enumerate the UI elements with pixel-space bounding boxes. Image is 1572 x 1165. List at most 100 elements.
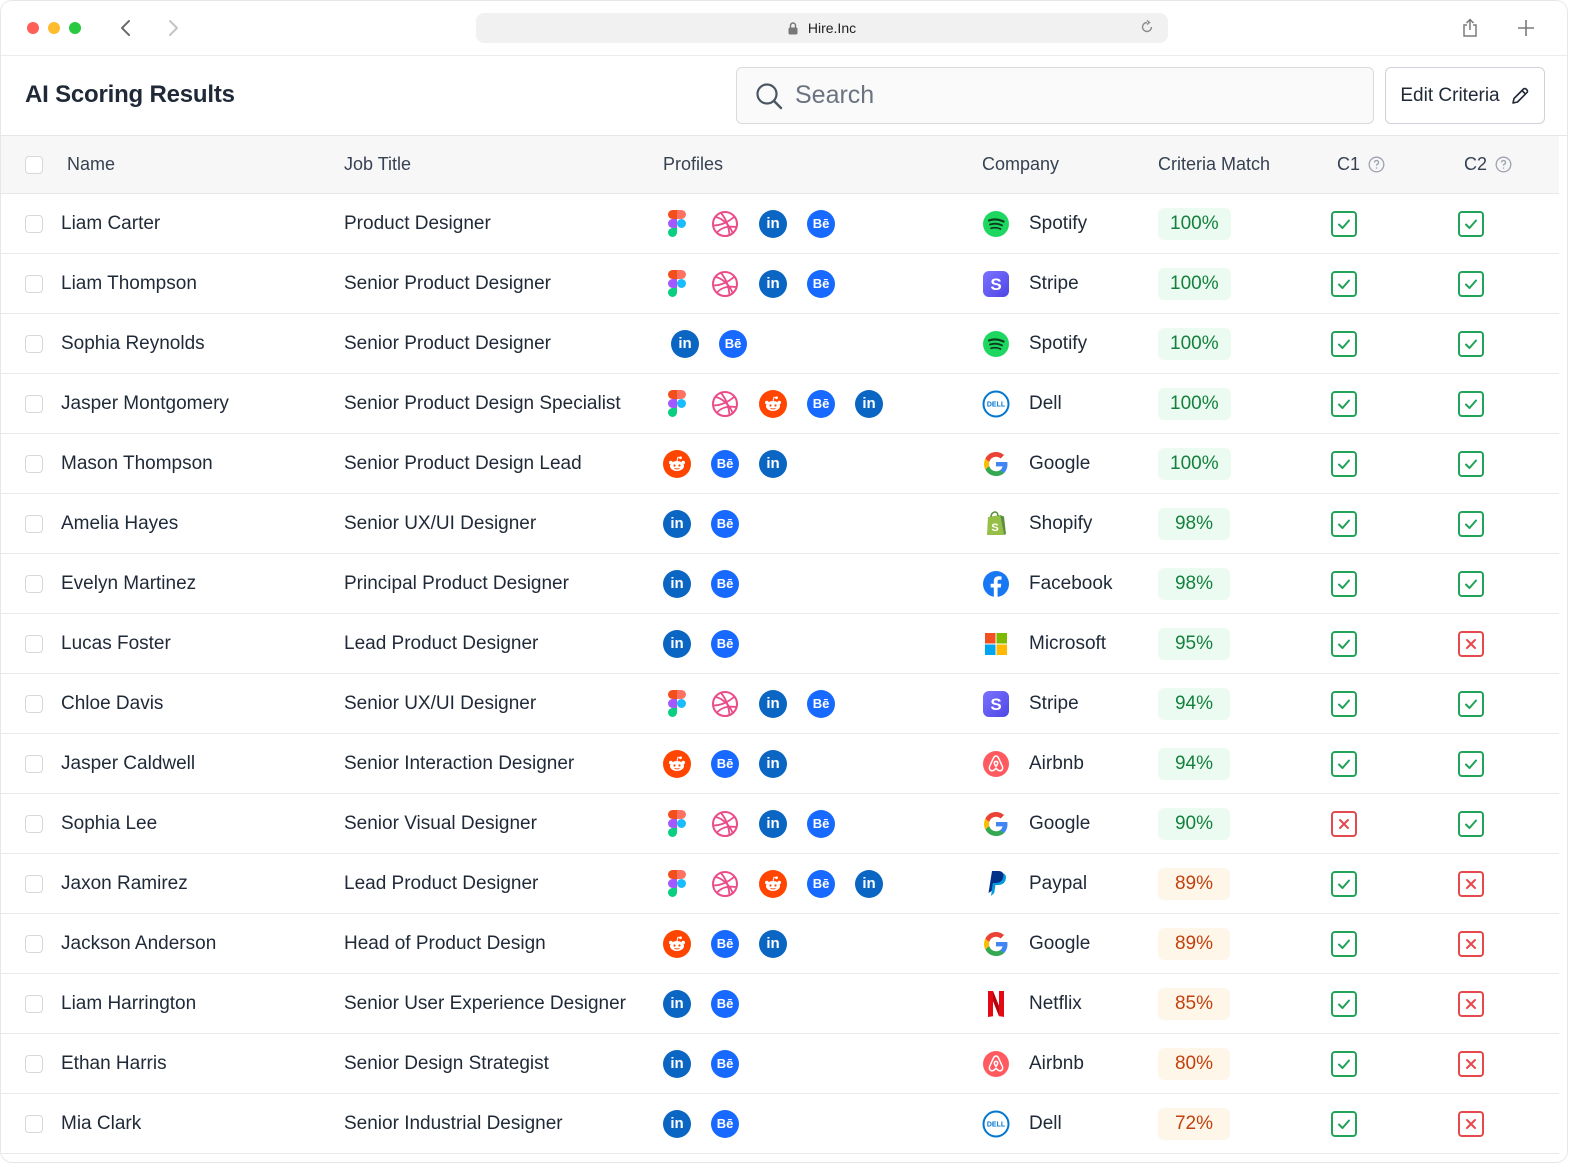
address-bar[interactable]: Hire.Inc	[476, 13, 1168, 43]
column-profiles[interactable]: Profiles	[663, 154, 724, 174]
help-icon[interactable]	[1368, 156, 1385, 173]
row-checkbox[interactable]	[25, 1054, 43, 1073]
reddit-profile-icon[interactable]	[759, 389, 787, 418]
linkedin-profile-icon[interactable]: in	[855, 869, 883, 898]
zoom-window-button[interactable]	[69, 22, 81, 34]
row-checkbox[interactable]	[25, 814, 43, 833]
behance-profile-icon[interactable]: Bē	[711, 449, 739, 478]
figma-profile-icon[interactable]	[663, 270, 691, 298]
back-button[interactable]	[113, 15, 139, 41]
linkedin-profile-icon[interactable]: in	[759, 809, 787, 838]
linkedin-profile-icon[interactable]: in	[759, 689, 787, 718]
table-row[interactable]: Evelyn Martinez Principal Product Design…	[1, 554, 1559, 614]
behance-profile-icon[interactable]: Bē	[711, 569, 739, 598]
reload-icon[interactable]	[1140, 19, 1154, 37]
behance-profile-icon[interactable]: Bē	[807, 809, 835, 838]
dribbble-profile-icon[interactable]	[711, 810, 739, 838]
row-checkbox[interactable]	[25, 214, 43, 233]
select-all-checkbox[interactable]	[25, 155, 43, 174]
behance-profile-icon[interactable]: Bē	[711, 749, 739, 778]
search-box[interactable]	[736, 67, 1374, 124]
behance-profile-icon[interactable]: Bē	[711, 1049, 739, 1078]
behance-profile-icon[interactable]: Bē	[807, 389, 835, 418]
column-criteria-match[interactable]: Criteria Match	[1158, 154, 1271, 174]
behance-profile-icon[interactable]: Bē	[711, 929, 739, 958]
row-checkbox[interactable]	[25, 514, 43, 533]
row-checkbox[interactable]	[25, 1114, 43, 1133]
linkedin-profile-icon[interactable]: in	[663, 989, 691, 1018]
table-row[interactable]: Jasper Montgomery Senior Product Design …	[1, 374, 1559, 434]
candidate-name[interactable]: Jaxon Ramirez	[61, 872, 188, 894]
table-row[interactable]: Mason Thompson Senior Product Design Lea…	[1, 434, 1559, 494]
behance-profile-icon[interactable]: Bē	[711, 629, 739, 658]
table-row[interactable]: Mia Clark Senior Industrial Designer in B…	[1, 1094, 1559, 1154]
forward-button[interactable]	[160, 15, 186, 41]
candidate-name[interactable]: Liam Carter	[61, 212, 161, 234]
figma-profile-icon[interactable]	[663, 810, 691, 838]
new-tab-button[interactable]	[1513, 15, 1539, 41]
row-checkbox[interactable]	[25, 634, 43, 653]
reddit-profile-icon[interactable]	[663, 929, 691, 958]
edit-criteria-button[interactable]: Edit Criteria	[1385, 67, 1545, 124]
table-row[interactable]: Jaxon Ramirez Lead Product Designer Bē in…	[1, 854, 1559, 914]
row-checkbox[interactable]	[25, 394, 43, 413]
reddit-profile-icon[interactable]	[759, 869, 787, 898]
candidate-name[interactable]: Jasper Montgomery	[61, 392, 229, 414]
row-checkbox[interactable]	[25, 334, 43, 353]
row-checkbox[interactable]	[25, 574, 43, 593]
behance-profile-icon[interactable]: Bē	[807, 869, 835, 898]
candidate-name[interactable]: Mia Clark	[61, 1112, 142, 1134]
behance-profile-icon[interactable]: Bē	[711, 1109, 739, 1138]
behance-profile-icon[interactable]: Bē	[807, 209, 835, 238]
row-checkbox[interactable]	[25, 754, 43, 773]
candidate-name[interactable]: Mason Thompson	[61, 452, 213, 474]
table-row[interactable]: Jasper Caldwell Senior Interaction Desig…	[1, 734, 1559, 794]
column-c1[interactable]: C1	[1337, 136, 1385, 193]
row-checkbox[interactable]	[25, 934, 43, 953]
linkedin-profile-icon[interactable]: in	[663, 1109, 691, 1138]
candidate-name[interactable]: Sophia Lee	[61, 812, 158, 834]
table-row[interactable]: Liam Harrington Senior User Experience D…	[1, 974, 1559, 1034]
table-row[interactable]: Liam Carter Product Designer in Bē Spotif…	[1, 194, 1559, 254]
linkedin-profile-icon[interactable]: in	[663, 629, 691, 658]
candidate-name[interactable]: Liam Harrington	[61, 992, 197, 1014]
figma-profile-icon[interactable]	[663, 690, 691, 718]
behance-profile-icon[interactable]: Bē	[807, 269, 835, 298]
candidate-name[interactable]: Amelia Hayes	[61, 512, 179, 534]
column-company[interactable]: Company	[982, 154, 1060, 174]
behance-profile-icon[interactable]: Bē	[719, 329, 747, 358]
column-c2[interactable]: C2	[1464, 136, 1512, 193]
linkedin-profile-icon[interactable]: in	[759, 449, 787, 478]
candidate-name[interactable]: Ethan Harris	[61, 1052, 167, 1074]
table-row[interactable]: Chloe Davis Senior UX/UI Designer in Bē S…	[1, 674, 1559, 734]
candidate-name[interactable]: Jasper Caldwell	[61, 752, 196, 774]
reddit-profile-icon[interactable]	[663, 749, 691, 778]
dribbble-profile-icon[interactable]	[711, 390, 739, 418]
table-row[interactable]: Sophia Reynolds Senior Product Designer …	[1, 314, 1559, 374]
figma-profile-icon[interactable]	[663, 210, 691, 238]
table-row[interactable]: Sophia Lee Senior Visual Designer in Bē G…	[1, 794, 1559, 854]
linkedin-profile-icon[interactable]: in	[663, 1049, 691, 1078]
dribbble-profile-icon[interactable]	[711, 210, 739, 238]
candidate-name[interactable]: Evelyn Martinez	[61, 572, 197, 594]
candidate-name[interactable]: Lucas Foster	[61, 632, 171, 654]
row-checkbox[interactable]	[25, 694, 43, 713]
reddit-profile-icon[interactable]	[663, 449, 691, 478]
candidate-name[interactable]: Jackson Anderson	[61, 932, 217, 954]
linkedin-profile-icon[interactable]: in	[759, 209, 787, 238]
linkedin-profile-icon[interactable]: in	[759, 749, 787, 778]
row-checkbox[interactable]	[25, 874, 43, 893]
dribbble-profile-icon[interactable]	[711, 690, 739, 718]
dribbble-profile-icon[interactable]	[711, 870, 739, 898]
linkedin-profile-icon[interactable]: in	[663, 509, 691, 538]
candidate-name[interactable]: Sophia Reynolds	[61, 332, 205, 354]
table-row[interactable]: Liam Thompson Senior Product Designer in…	[1, 254, 1559, 314]
row-checkbox[interactable]	[25, 994, 43, 1013]
help-icon[interactable]	[1495, 156, 1512, 173]
linkedin-profile-icon[interactable]: in	[663, 569, 691, 598]
linkedin-profile-icon[interactable]: in	[671, 329, 699, 358]
minimize-window-button[interactable]	[48, 22, 60, 34]
linkedin-profile-icon[interactable]: in	[855, 389, 883, 418]
row-checkbox[interactable]	[25, 454, 43, 473]
candidate-name[interactable]: Liam Thompson	[61, 272, 197, 294]
